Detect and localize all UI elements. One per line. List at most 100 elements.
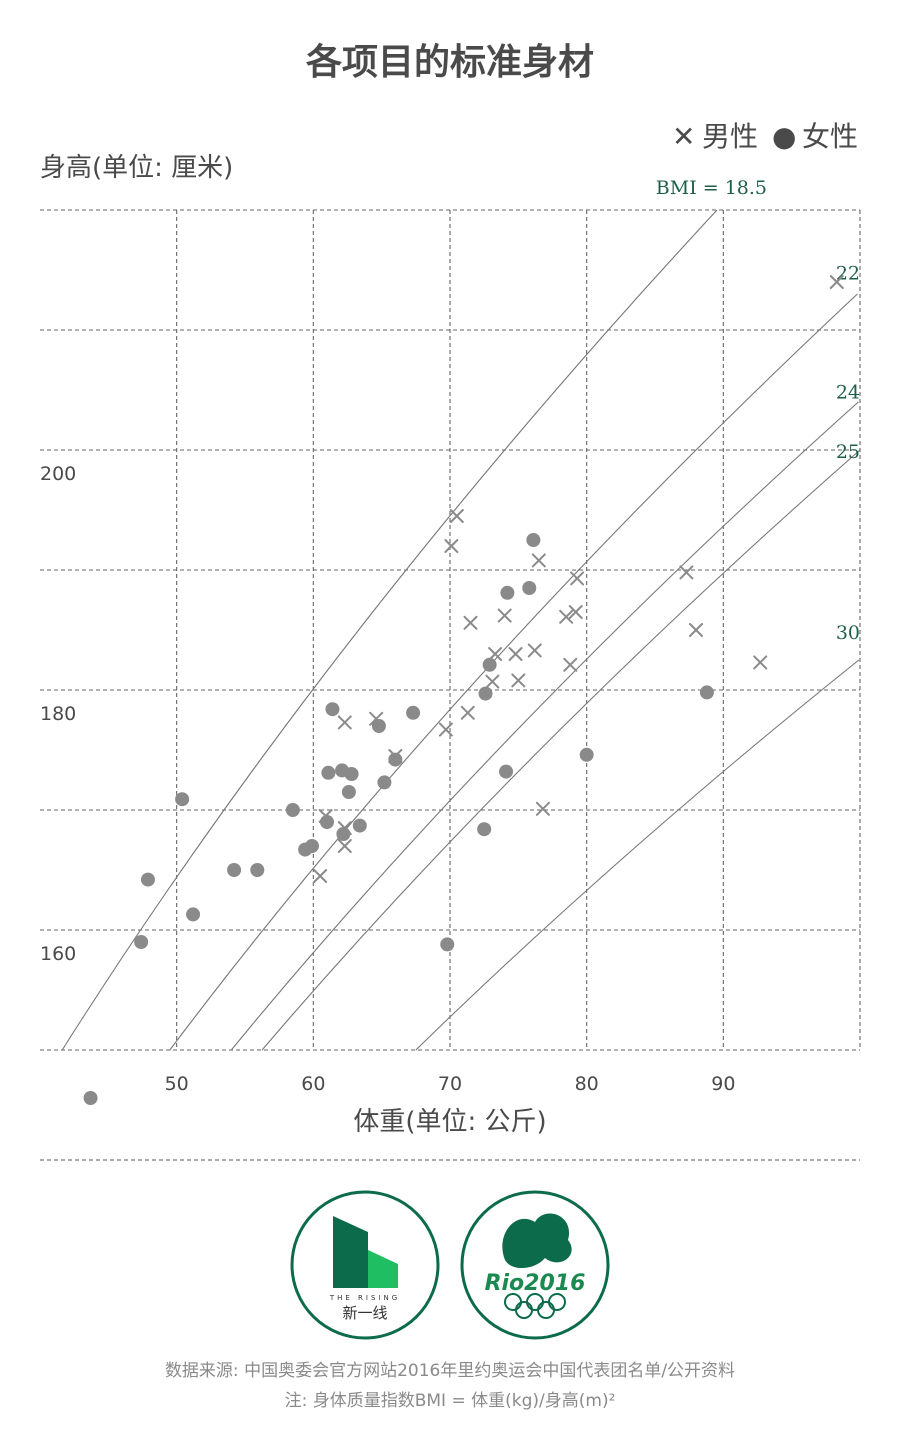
female-point <box>388 752 403 767</box>
bmi-line-label: 25 <box>836 441 860 463</box>
male-point-stroke <box>527 643 542 658</box>
legend-female-label: 女性 <box>802 120 858 153</box>
male-point <box>535 801 550 816</box>
female-point <box>482 657 497 672</box>
legend: ✕ 男性 ● 女性 <box>672 120 858 153</box>
male-point-stroke <box>679 565 694 580</box>
rio2016-logo: Rio2016 <box>460 1190 610 1340</box>
rio-wordmark: Rio2016 <box>485 1271 586 1296</box>
male-point <box>485 674 500 689</box>
male-point <box>753 655 768 670</box>
male-point-stroke <box>485 674 500 689</box>
female-point <box>377 775 392 790</box>
male-point-stroke <box>438 722 453 737</box>
male-point-stroke <box>568 605 583 619</box>
male-point-stroke <box>460 705 475 720</box>
female-point <box>344 767 359 781</box>
female-point <box>336 827 351 841</box>
rio-emblem-icon <box>502 1213 572 1269</box>
bmi-line-label: 24 <box>836 382 860 404</box>
grid <box>40 209 861 1051</box>
x-tick-label: 60 <box>301 1073 325 1095</box>
female-point <box>298 842 313 857</box>
male-point-stroke <box>337 715 352 730</box>
bmi-line-label: 22 <box>836 263 860 285</box>
male-point <box>568 605 583 619</box>
male-point <box>563 657 578 672</box>
logo-shape-light <box>368 1250 398 1288</box>
male-point-stroke <box>535 801 550 816</box>
legend-male-label: 男性 <box>702 120 758 153</box>
male-point <box>689 623 703 637</box>
y-ticks: 160 180 200 <box>40 463 76 965</box>
male-point-stroke <box>313 869 328 883</box>
male-point-stroke <box>508 647 523 661</box>
male-point <box>497 608 512 623</box>
male-point <box>463 615 478 630</box>
y-tick-label: 180 <box>40 703 76 725</box>
legend-male-marker: ✕ <box>672 120 695 153</box>
female-point <box>175 792 190 807</box>
bmi-line <box>169 293 858 1051</box>
female-point <box>699 685 714 700</box>
x-tick-label: 70 <box>438 1073 462 1095</box>
male-point-stroke <box>511 673 526 688</box>
x-axis-label: 体重(单位: 公斤) <box>353 1107 546 1137</box>
female-point <box>477 822 492 837</box>
male-point-stroke <box>497 608 512 623</box>
male-point <box>337 839 352 853</box>
logo-shape-dark <box>333 1216 368 1288</box>
bmi-line-label: 30 <box>836 622 860 644</box>
male-point <box>444 539 459 553</box>
male-point <box>570 571 585 586</box>
female-point <box>522 581 537 595</box>
female-point <box>227 863 242 877</box>
female-point <box>371 719 386 733</box>
male-point-stroke <box>689 623 703 637</box>
male-point-stroke <box>463 615 478 630</box>
male-point <box>679 565 694 580</box>
bmi-line <box>415 659 860 1051</box>
female-point <box>478 686 493 701</box>
data-points <box>83 275 844 1105</box>
female-point <box>140 872 155 887</box>
olympic-rings-icon <box>504 1293 566 1319</box>
male-point <box>508 647 523 661</box>
footer-note: 注: 身体质量指数BMI = 体重(kg)/身高(m)² <box>285 1391 616 1411</box>
male-point-stroke <box>563 657 578 672</box>
male-point-stroke <box>337 839 352 853</box>
male-point <box>559 609 574 624</box>
female-point <box>579 747 594 762</box>
male-point <box>460 705 475 720</box>
bmi-lines: BMI = 18.5 22 24 25 30 <box>61 177 861 1051</box>
x-tick-label: 90 <box>711 1073 735 1095</box>
male-point <box>313 869 328 883</box>
bmi-line-label: BMI = 18.5 <box>656 177 767 199</box>
male-point-stroke <box>444 539 459 553</box>
female-point <box>500 585 515 600</box>
male-point <box>527 643 542 658</box>
y-axis-label: 身高(单位: 厘米) <box>40 153 233 183</box>
female-point <box>285 803 300 817</box>
male-point-stroke <box>829 275 844 289</box>
female-point <box>321 765 336 780</box>
male-point-stroke <box>753 655 768 670</box>
male-point <box>829 275 844 289</box>
x-tick-label: 80 <box>575 1073 599 1095</box>
male-point-stroke <box>369 711 384 726</box>
female-point <box>83 1091 98 1105</box>
logo-chinese-text: 新一线 <box>342 1304 387 1322</box>
chart-title: 各项目的标准身材 <box>306 42 594 83</box>
footer-source: 数据来源: 中国奥委会官方网站2016年里约奥运会中国代表团名单/公开资料 <box>165 1361 735 1381</box>
x-ticks: 50 60 70 80 90 <box>165 1073 736 1095</box>
female-point <box>406 705 421 720</box>
female-point <box>526 533 541 547</box>
female-point <box>186 907 201 922</box>
female-point <box>134 935 149 949</box>
female-point <box>320 815 334 829</box>
male-point <box>337 715 352 730</box>
male-point <box>449 509 464 523</box>
x-tick-label: 50 <box>165 1073 189 1095</box>
male-point-stroke <box>449 509 464 523</box>
